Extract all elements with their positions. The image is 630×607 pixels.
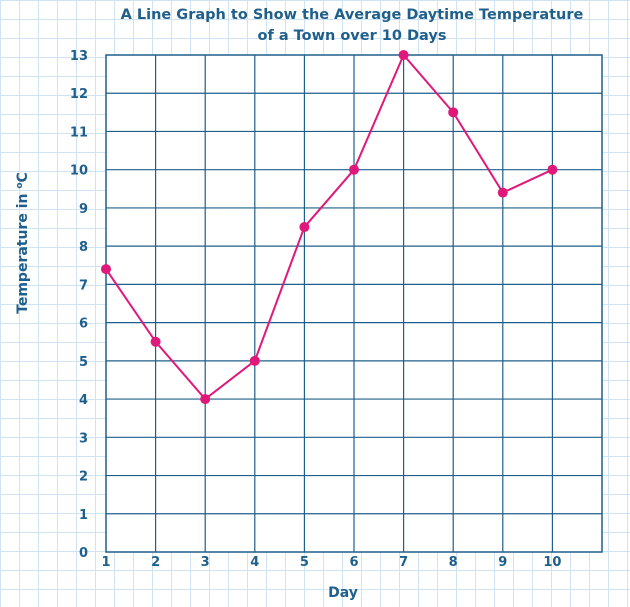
data-point: [448, 107, 459, 118]
y-tick-label: 6: [79, 317, 88, 332]
x-tick-label: 8: [449, 555, 458, 570]
y-tick-label: 1: [79, 508, 88, 523]
data-point: [349, 164, 359, 175]
x-axis-ticks: 1 2 3 4 5 6 7 8 9 10: [101, 555, 561, 570]
y-tick-label: 8: [79, 240, 88, 255]
x-tick-label: 6: [349, 555, 358, 570]
y-tick-label: 10: [70, 164, 88, 179]
x-tick-label: 9: [498, 555, 507, 570]
x-axis-label: Day: [328, 585, 358, 601]
y-tick-label: 9: [79, 202, 88, 217]
y-axis-label-degree: o: [15, 182, 25, 188]
y-tick-label: 0: [79, 546, 88, 561]
data-point: [497, 187, 508, 198]
y-axis-label: Temperature in oC: [15, 172, 31, 314]
y-tick-label: 13: [70, 49, 88, 64]
y-tick-label: 3: [79, 431, 88, 446]
series-line: [105, 54, 553, 401]
data-point: [398, 50, 409, 60]
data-point: [150, 336, 161, 347]
x-tick-label: 7: [399, 555, 408, 570]
x-tick-label: 2: [151, 555, 160, 570]
y-tick-label: 11: [70, 125, 88, 140]
x-tick-label: 3: [201, 555, 210, 570]
chart-title-line-2: of a Town over 10 Days: [258, 28, 447, 44]
data-point: [200, 394, 211, 405]
y-tick-label: 5: [79, 355, 88, 370]
y-axis-label-unit: C: [15, 172, 31, 182]
data-point: [547, 164, 558, 175]
y-axis-label-text: Temperature in: [15, 189, 31, 314]
x-tick-label: 4: [250, 555, 259, 570]
plot-grid: [105, 54, 603, 553]
chart-title: A Line Graph to Show the Average Daytime…: [121, 7, 584, 44]
data-point: [299, 222, 310, 233]
x-tick-label: 1: [101, 555, 110, 570]
x-tick-label: 5: [300, 555, 309, 570]
chart-title-line-1: A Line Graph to Show the Average Daytime…: [121, 7, 584, 23]
y-tick-label: 2: [79, 470, 88, 485]
x-tick-label: 10: [543, 555, 561, 570]
data-point: [249, 355, 260, 366]
data-series: [101, 50, 558, 405]
data-point: [101, 264, 111, 275]
y-tick-label: 4: [79, 393, 88, 408]
y-tick-label: 12: [70, 87, 88, 102]
y-tick-label: 7: [79, 278, 88, 293]
